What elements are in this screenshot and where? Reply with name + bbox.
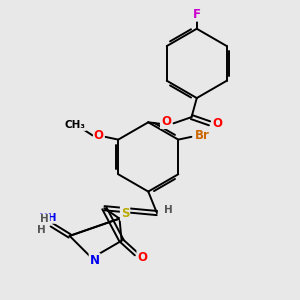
Text: O: O [137, 251, 147, 264]
Text: O: O [94, 129, 104, 142]
Text: H: H [37, 225, 46, 235]
Text: O: O [161, 115, 171, 128]
Text: N: N [90, 254, 100, 267]
Text: F: F [193, 8, 201, 21]
Text: H: H [164, 205, 172, 215]
Text: S: S [121, 207, 129, 220]
Text: CH₃: CH₃ [65, 120, 86, 130]
Text: NH: NH [39, 213, 57, 223]
Text: O: O [212, 117, 222, 130]
Text: Br: Br [194, 129, 209, 142]
Text: H: H [40, 214, 49, 224]
